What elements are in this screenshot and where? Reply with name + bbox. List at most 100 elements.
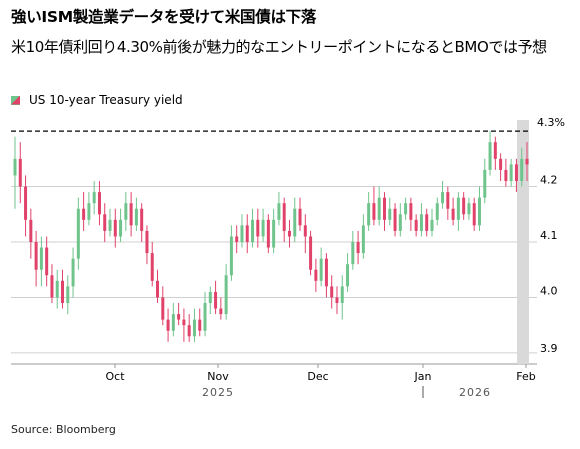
candle-body: [314, 269, 318, 281]
candle-body: [229, 236, 233, 276]
candle-body: [414, 219, 418, 231]
candle-body: [113, 219, 117, 237]
candle-body: [372, 203, 376, 220]
candle-body: [224, 275, 228, 315]
candle-body: [34, 242, 38, 270]
candle-body: [382, 197, 386, 220]
candle-body: [145, 230, 149, 254]
candle-body: [55, 280, 59, 298]
candle-body: [404, 203, 408, 215]
candle-body: [235, 236, 239, 242]
candle-body: [166, 319, 170, 331]
candle-body: [203, 303, 207, 331]
candle-body: [456, 197, 460, 220]
candlestick-chart: 4.3% 3.9 4.0 4.1 4.2 Oct Nov Dec Jan Feb 2025 2026: [11, 116, 565, 399]
candle-body: [140, 208, 144, 231]
candle-body: [462, 197, 466, 215]
candle-body: [92, 192, 96, 204]
candle-body: [520, 158, 524, 181]
candle-body: [398, 214, 402, 231]
candle-body: [103, 214, 107, 231]
candle-body: [129, 203, 133, 226]
candle-body: [451, 208, 455, 220]
candle-body: [119, 219, 123, 237]
candle-body: [488, 142, 492, 170]
candle-body: [388, 208, 392, 220]
candle-body: [472, 203, 476, 226]
candle-body: [282, 203, 286, 231]
candle-body: [393, 208, 397, 231]
x-tick-label: Nov: [207, 370, 229, 383]
candle-body: [245, 225, 249, 242]
candle-body: [208, 291, 212, 303]
candle-body: [61, 280, 65, 303]
year-label: 2025: [202, 386, 234, 399]
candle-body: [39, 247, 43, 270]
x-tick-label: Feb: [516, 370, 535, 383]
candle-body: [13, 158, 17, 176]
candle-body: [214, 291, 218, 309]
candle-body: [177, 314, 181, 320]
y-tick-label: 3.9: [540, 342, 558, 355]
candle-body: [409, 203, 413, 220]
candle-body: [266, 219, 270, 248]
highlight-band: [517, 120, 529, 364]
candle-body: [351, 242, 355, 265]
candle-body: [303, 225, 307, 237]
candle-body: [251, 219, 255, 242]
candle-body: [377, 197, 381, 220]
candle-body: [182, 319, 186, 326]
candle-body: [361, 225, 365, 254]
candle-body: [309, 236, 313, 270]
candle-body: [435, 203, 439, 220]
y-tick-label: 4.1: [540, 229, 558, 242]
candle-body: [192, 319, 196, 337]
candle-body: [256, 219, 260, 237]
candle-body: [335, 297, 339, 303]
candle-body: [346, 264, 350, 287]
candle-body: [525, 158, 529, 165]
candle-body: [198, 319, 202, 331]
candle-body: [499, 158, 503, 170]
candle-body: [287, 230, 291, 237]
chart-subtitle: 米10年債利回り4.30%前後が魅力的なエントリーポイントになるとBMOでは予想: [11, 38, 547, 56]
candle-body: [425, 214, 429, 231]
legend-swatch-icon: [11, 95, 20, 105]
source-note: Source: Bloomberg: [11, 423, 116, 436]
candle-body: [509, 164, 513, 181]
legend-label: US 10-year Treasury yield: [29, 93, 183, 107]
candle-body: [324, 258, 328, 287]
candle-body: [29, 219, 33, 242]
candle-body: [71, 258, 75, 287]
candle-body: [18, 158, 22, 187]
candle-body: [514, 164, 518, 181]
candle-body: [240, 225, 244, 242]
candle-body: [76, 208, 80, 259]
candle-body: [261, 219, 265, 237]
candle-body: [483, 169, 487, 198]
candle-body: [277, 203, 281, 220]
candle-body: [187, 325, 191, 337]
candle-body: [45, 247, 49, 276]
candle-body: [124, 203, 128, 220]
candle-body: [134, 208, 138, 226]
candle-body: [293, 208, 297, 237]
candle-body: [219, 308, 223, 315]
candle-body: [24, 186, 28, 220]
candle-body: [108, 219, 112, 231]
y-tick-label: 4.0: [540, 284, 558, 297]
x-tick-label: Oct: [105, 370, 125, 383]
candle-body: [97, 192, 101, 215]
candle-body: [356, 242, 360, 254]
candle-body: [504, 169, 508, 181]
candle-body: [441, 192, 445, 204]
candle-body: [156, 280, 160, 298]
candle-body: [171, 314, 175, 331]
candle-body: [330, 286, 334, 298]
candle-body: [298, 208, 302, 226]
candle-body: [340, 286, 344, 303]
legend: US 10-year Treasury yield: [11, 93, 183, 107]
y-tick-label: 4.2: [540, 174, 558, 187]
reference-line-label: 4.3%: [537, 116, 565, 129]
candle-body: [367, 203, 371, 226]
